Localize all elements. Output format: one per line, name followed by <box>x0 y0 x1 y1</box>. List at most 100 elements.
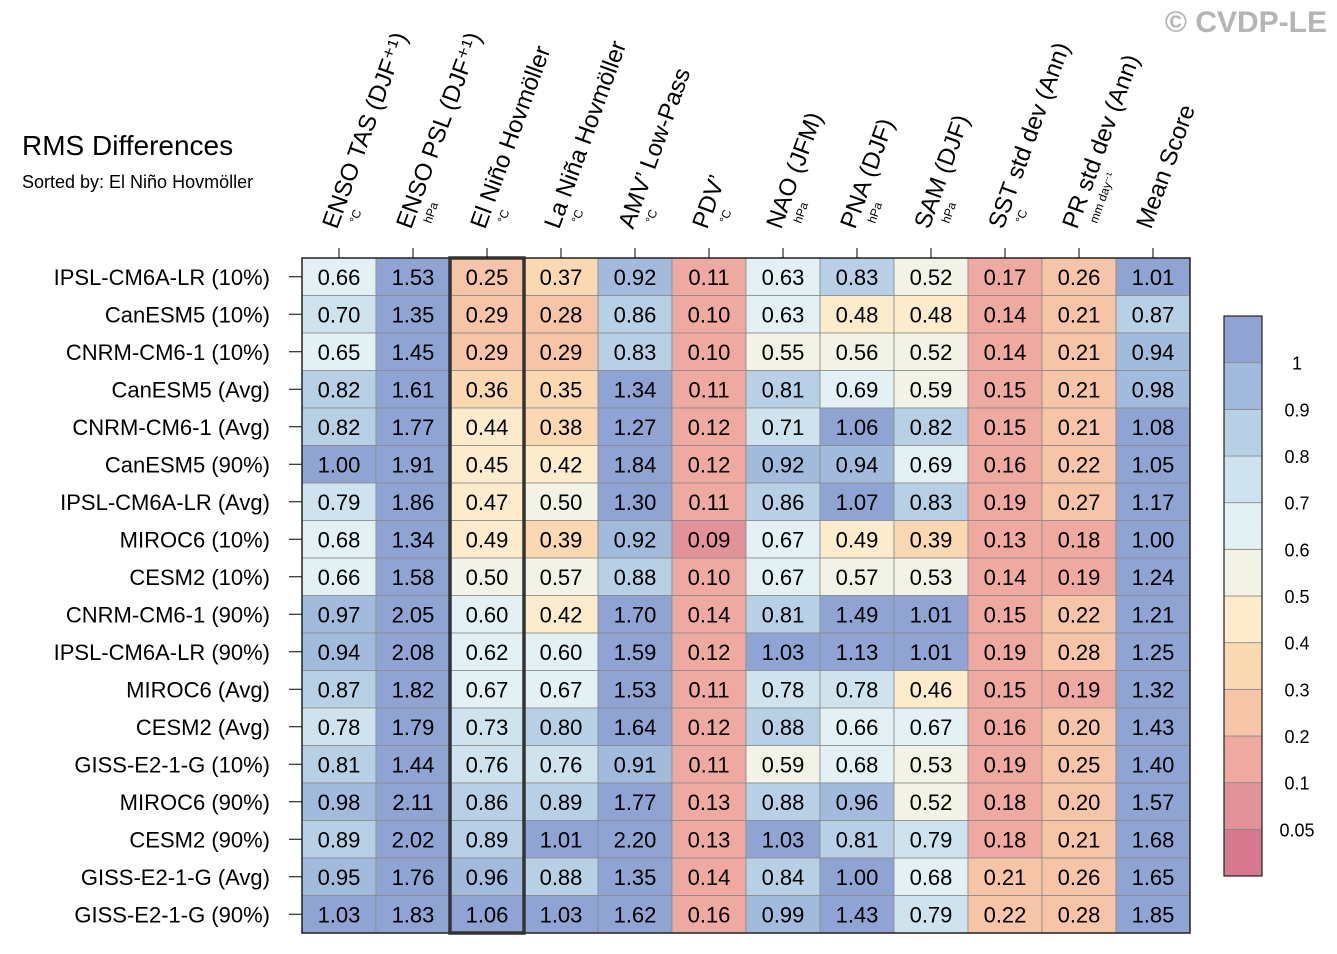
cell-value-label: 0.25 <box>466 265 509 290</box>
cell-value-label: 1.85 <box>1132 902 1175 927</box>
cell-value-label: 1.00 <box>318 452 361 477</box>
row-label: CNRM-CM6-1 (Avg) <box>72 415 270 440</box>
cell-value-label: 0.12 <box>688 640 731 665</box>
column-unit: hPa <box>421 200 442 225</box>
cell-value-label: 0.94 <box>1132 340 1175 365</box>
cell-value-label: 0.88 <box>762 790 805 815</box>
heatmap-cell <box>819 707 895 746</box>
heatmap-cell <box>597 820 673 859</box>
heatmap-cell <box>967 595 1043 634</box>
colorbar-border <box>1223 315 1263 877</box>
row-label: CanESM5 (Avg) <box>111 377 270 402</box>
heatmap-cell <box>893 707 969 746</box>
row-label: MIROC6 (Avg) <box>126 677 270 702</box>
heatmap-cell <box>671 370 747 409</box>
cell-value-label: 0.27 <box>1058 490 1101 515</box>
cell-value-label: 1.00 <box>1132 527 1175 552</box>
heatmap-cell <box>597 520 673 559</box>
cell-value-label: 0.22 <box>1058 452 1101 477</box>
heatmap-cell <box>301 332 377 371</box>
heatmap-cell <box>523 820 599 859</box>
cell-value-label: 0.28 <box>540 302 583 327</box>
cell-value-label: 0.68 <box>910 865 953 890</box>
row-label: IPSL-CM6A-LR (90%) <box>54 640 270 665</box>
heatmap-cell <box>967 520 1043 559</box>
colorbar-segment <box>1223 455 1263 504</box>
heatmap-cell <box>819 295 895 334</box>
cell-value-label: 0.89 <box>540 790 583 815</box>
column-label: Mean Score <box>1131 101 1201 232</box>
cell-value-label: 1.76 <box>392 865 435 890</box>
cell-value-label: 0.16 <box>984 452 1027 477</box>
heatmap-cell <box>597 670 673 709</box>
cell-value-label: 0.10 <box>688 340 731 365</box>
cell-value-label: 0.13 <box>688 790 731 815</box>
heatmap-cell <box>375 295 451 334</box>
row-label: GISS-E2-1-G (90%) <box>74 902 270 927</box>
cell-value-label: 0.80 <box>540 715 583 740</box>
cell-value-label: 0.79 <box>910 827 953 852</box>
heatmap-cell <box>1115 370 1191 409</box>
cell-value-label: 1.34 <box>392 527 435 552</box>
heatmap-cell <box>967 782 1043 821</box>
heatmap-cell <box>597 295 673 334</box>
heatmap-cell <box>375 520 451 559</box>
cell-value-label: 0.21 <box>1058 302 1101 327</box>
cell-value-label: 0.56 <box>836 340 879 365</box>
heatmap-cell <box>745 707 821 746</box>
heatmap-cell <box>819 332 895 371</box>
cell-value-label: 0.50 <box>466 565 509 590</box>
cell-value-label: 1.65 <box>1132 865 1175 890</box>
cell-value-label: 1.84 <box>614 452 657 477</box>
cell-value-label: 0.96 <box>466 865 509 890</box>
heatmap-cell <box>597 407 673 446</box>
heatmap-cell <box>893 557 969 596</box>
cell-value-label: 0.59 <box>762 752 805 777</box>
heatmap-cell <box>1115 295 1191 334</box>
cell-value-label: 1.58 <box>392 565 435 590</box>
heatmap-cell <box>1041 482 1117 521</box>
colorbar-segment <box>1223 408 1263 457</box>
cell-value-label: 1.91 <box>392 452 435 477</box>
cell-value-label: 0.97 <box>318 602 361 627</box>
heatmap-cell <box>967 370 1043 409</box>
cell-value-label: 0.21 <box>1058 415 1101 440</box>
heatmap-cell <box>597 557 673 596</box>
heatmap-cell <box>819 670 895 709</box>
column-unit: °C <box>643 207 661 225</box>
copyright-watermark: © CVDP-LE <box>1164 6 1327 39</box>
column-label: SST std dev (Ann) <box>983 39 1075 232</box>
colorbar-segment <box>1223 642 1263 690</box>
cell-value-label: 0.67 <box>540 677 583 702</box>
heatmap-cell <box>745 557 821 596</box>
row-label: CNRM-CM6-1 (90%) <box>66 602 270 627</box>
cell-value-label: 0.76 <box>540 752 583 777</box>
heatmap-cell <box>301 707 377 746</box>
column-unit: °C <box>1013 207 1031 225</box>
heatmap-cell <box>745 595 821 634</box>
cell-value-label: 0.36 <box>466 377 509 402</box>
cell-value-label: 0.81 <box>318 752 361 777</box>
cell-value-label: 0.26 <box>1058 865 1101 890</box>
colorbar-segment <box>1223 548 1263 597</box>
cell-value-label: 0.89 <box>318 827 361 852</box>
cell-value-label: 1.01 <box>910 640 953 665</box>
heatmap-cell <box>375 332 451 371</box>
cell-value-label: 0.67 <box>910 715 953 740</box>
heatmap-cell <box>301 895 377 934</box>
cell-value-label: 1.03 <box>762 827 805 852</box>
cell-value-label: 0.42 <box>540 602 583 627</box>
cell-value-label: 0.39 <box>910 527 953 552</box>
row-label: GISS-E2-1-G (Avg) <box>81 865 270 890</box>
cell-value-label: 0.69 <box>836 377 879 402</box>
row-label: CanESM5 (10%) <box>105 302 270 327</box>
cell-value-label: 0.29 <box>540 340 583 365</box>
cell-value-label: 0.71 <box>762 415 805 440</box>
heatmap-cell <box>819 895 895 934</box>
cell-value-label: 0.92 <box>762 452 805 477</box>
colorbar-segment <box>1223 828 1263 877</box>
heatmap-cell <box>375 595 451 634</box>
colorbar-tick-label: 0.5 <box>1284 587 1309 607</box>
cell-value-label: 2.20 <box>614 827 657 852</box>
